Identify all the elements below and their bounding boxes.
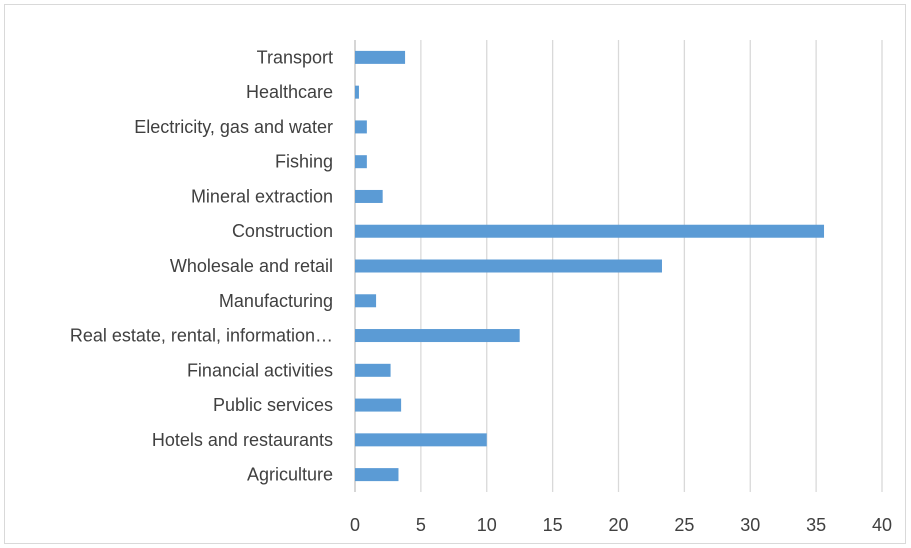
- category-label: Electricity, gas and water: [134, 117, 333, 137]
- x-tick-label: 15: [543, 515, 563, 535]
- bar: [355, 189, 383, 203]
- bar: [355, 398, 402, 412]
- bar: [355, 155, 367, 169]
- category-label: Agriculture: [247, 465, 333, 485]
- category-labels: Transport Healthcare Electricity, gas and …: [70, 47, 333, 484]
- bar: [355, 259, 662, 273]
- x-tick-label: 35: [806, 515, 826, 535]
- category-label: Transport: [257, 47, 333, 67]
- category-label: Wholesale and retail: [170, 256, 333, 276]
- category-label: Mineral extraction: [191, 186, 333, 206]
- bar: [355, 294, 377, 308]
- category-label: Fishing: [275, 152, 333, 172]
- x-tick-label: 5: [416, 515, 426, 535]
- bar: [355, 468, 399, 482]
- category-label: Financial activities: [187, 360, 333, 380]
- bar: [355, 50, 406, 64]
- category-label: Public services: [213, 395, 333, 415]
- bar: [355, 85, 359, 99]
- category-label: Construction: [232, 221, 333, 241]
- x-tick-label: 30: [740, 515, 760, 535]
- bar: [355, 224, 825, 238]
- bar: [355, 120, 367, 134]
- category-label: Healthcare: [246, 82, 333, 102]
- bars: [355, 50, 825, 482]
- x-tick-label: 25: [674, 515, 694, 535]
- x-tick-label: 10: [477, 515, 497, 535]
- bar: [355, 363, 391, 377]
- x-axis-tick-labels: 0 5 10 15 20 25 30 35 40: [350, 515, 892, 535]
- category-label: Hotels and restaurants: [152, 430, 333, 450]
- bar: [355, 433, 487, 447]
- x-tick-label: 20: [608, 515, 628, 535]
- gridlines: [354, 40, 883, 492]
- category-label: Real estate, rental, information…: [70, 326, 333, 346]
- x-tick-label: 40: [872, 515, 892, 535]
- chart-frame: [4, 4, 906, 544]
- category-label: Manufacturing: [219, 291, 333, 311]
- x-tick-label: 0: [350, 515, 360, 535]
- bar: [355, 329, 520, 343]
